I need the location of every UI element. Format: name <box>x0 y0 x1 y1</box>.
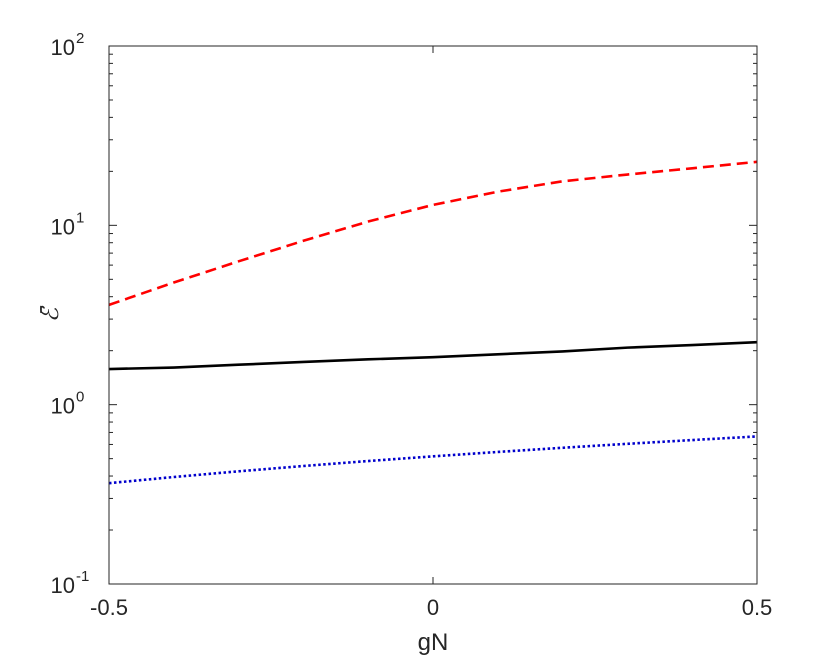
series-line-dotted <box>108 435 758 485</box>
plot-background <box>109 46 757 584</box>
x-tick-label: 0.5 <box>742 595 773 620</box>
y-tick-label: 10 <box>51 394 75 419</box>
y-tick-exponent: -1 <box>76 568 89 585</box>
y-tick-exponent: 2 <box>76 30 84 47</box>
x-tick-label: 0 <box>427 595 439 620</box>
x-axis-label: gN <box>418 629 449 656</box>
y-tick-exponent: 1 <box>76 209 84 226</box>
x-tick-label: -0.5 <box>90 595 128 620</box>
y-axis-label: ℰ̄ <box>37 305 64 323</box>
y-tick-label: 10 <box>51 573 75 598</box>
y-tick-label: 10 <box>51 35 75 60</box>
series-layer <box>108 160 758 485</box>
series-line-solid <box>108 340 758 371</box>
y-tick-exponent: 0 <box>76 389 84 406</box>
y-tick-label: 10 <box>51 214 75 239</box>
